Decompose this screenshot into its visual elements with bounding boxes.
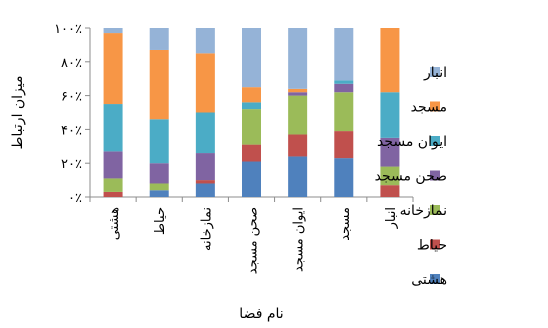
legend-label: نمازخانه (400, 203, 447, 219)
bar-segment (149, 28, 169, 50)
bar-segment (334, 158, 354, 197)
bar-segment (288, 134, 308, 157)
x-tick-label: حیاط (153, 207, 168, 235)
y-tick-label: ۶۰٪ (61, 90, 82, 105)
x-tick-label: انبار (384, 207, 399, 229)
bar-segment (380, 185, 400, 197)
bar-segment (103, 178, 123, 192)
bar-segment (334, 80, 354, 84)
legend-label: حیاط (417, 238, 447, 254)
bar-segment (242, 109, 261, 145)
bar-segment (288, 156, 308, 197)
x-tick-label: نمازخانه (199, 207, 214, 251)
bar-segment (380, 28, 400, 93)
bar-segment (242, 87, 261, 103)
bar-segment (103, 28, 123, 34)
legend-label: صحن مسجد (375, 169, 447, 185)
legend-swatch (430, 136, 440, 146)
x-tick-label: صحن مسجد (246, 207, 261, 274)
x-tick-label: هشتی (107, 207, 122, 240)
bar-segment (380, 92, 400, 138)
legend-swatch (430, 170, 440, 181)
legend-label: هشتی (411, 272, 447, 288)
bar-segment (334, 131, 354, 159)
bar-segment (195, 53, 215, 113)
bar-segment (334, 92, 354, 132)
bar-segment (242, 102, 261, 110)
legend-swatch (430, 101, 440, 112)
bar-segment (103, 151, 123, 179)
bar-segment (149, 119, 169, 164)
bar-segment (288, 88, 308, 93)
bar-segment (195, 180, 215, 184)
bar-segment (288, 28, 308, 89)
bar-segment (195, 28, 215, 54)
bar-segment (195, 112, 215, 154)
bar-segment (380, 166, 400, 186)
legend-label: ایوان مسجد (377, 134, 447, 150)
bar-segment (195, 183, 215, 197)
legend-swatch (430, 274, 440, 284)
x-tick-label: مسجد (338, 207, 353, 241)
bar-segment (242, 144, 261, 162)
bar-segment (334, 83, 354, 93)
y-axis-title: میزان ارتباط (10, 75, 26, 149)
x-axis-title: نام فضا (239, 306, 283, 322)
y-tick-label: ۸۰٪ (61, 56, 82, 71)
bar-segment (288, 95, 308, 135)
legend-swatch (430, 67, 440, 77)
legend-label: انبار (423, 65, 447, 81)
bar-segment (103, 191, 123, 197)
legend-swatch (430, 239, 440, 250)
y-tick-label: ۴۰٪ (61, 123, 82, 138)
y-tick-label: ۰٪ (68, 191, 82, 206)
bar-segment (103, 104, 123, 152)
bar-segment (149, 49, 169, 120)
bar-segment (149, 183, 169, 191)
legend-label: مسجد (411, 100, 447, 116)
bar-segment (195, 153, 215, 181)
x-tick-label: ایوان مسجد (292, 207, 307, 272)
bar-segment (149, 190, 169, 197)
y-tick-label: ۱۰۰٪ (54, 22, 82, 37)
bar-segment (288, 92, 308, 96)
legend-swatch (430, 205, 440, 215)
bar-segment (380, 137, 400, 167)
bar-segment (149, 163, 169, 184)
bar-segment (242, 161, 261, 197)
bar-segment (242, 28, 261, 88)
bar-segment (103, 33, 123, 105)
y-tick-label: ۲۰٪ (61, 157, 82, 172)
bar-segment (334, 28, 354, 81)
